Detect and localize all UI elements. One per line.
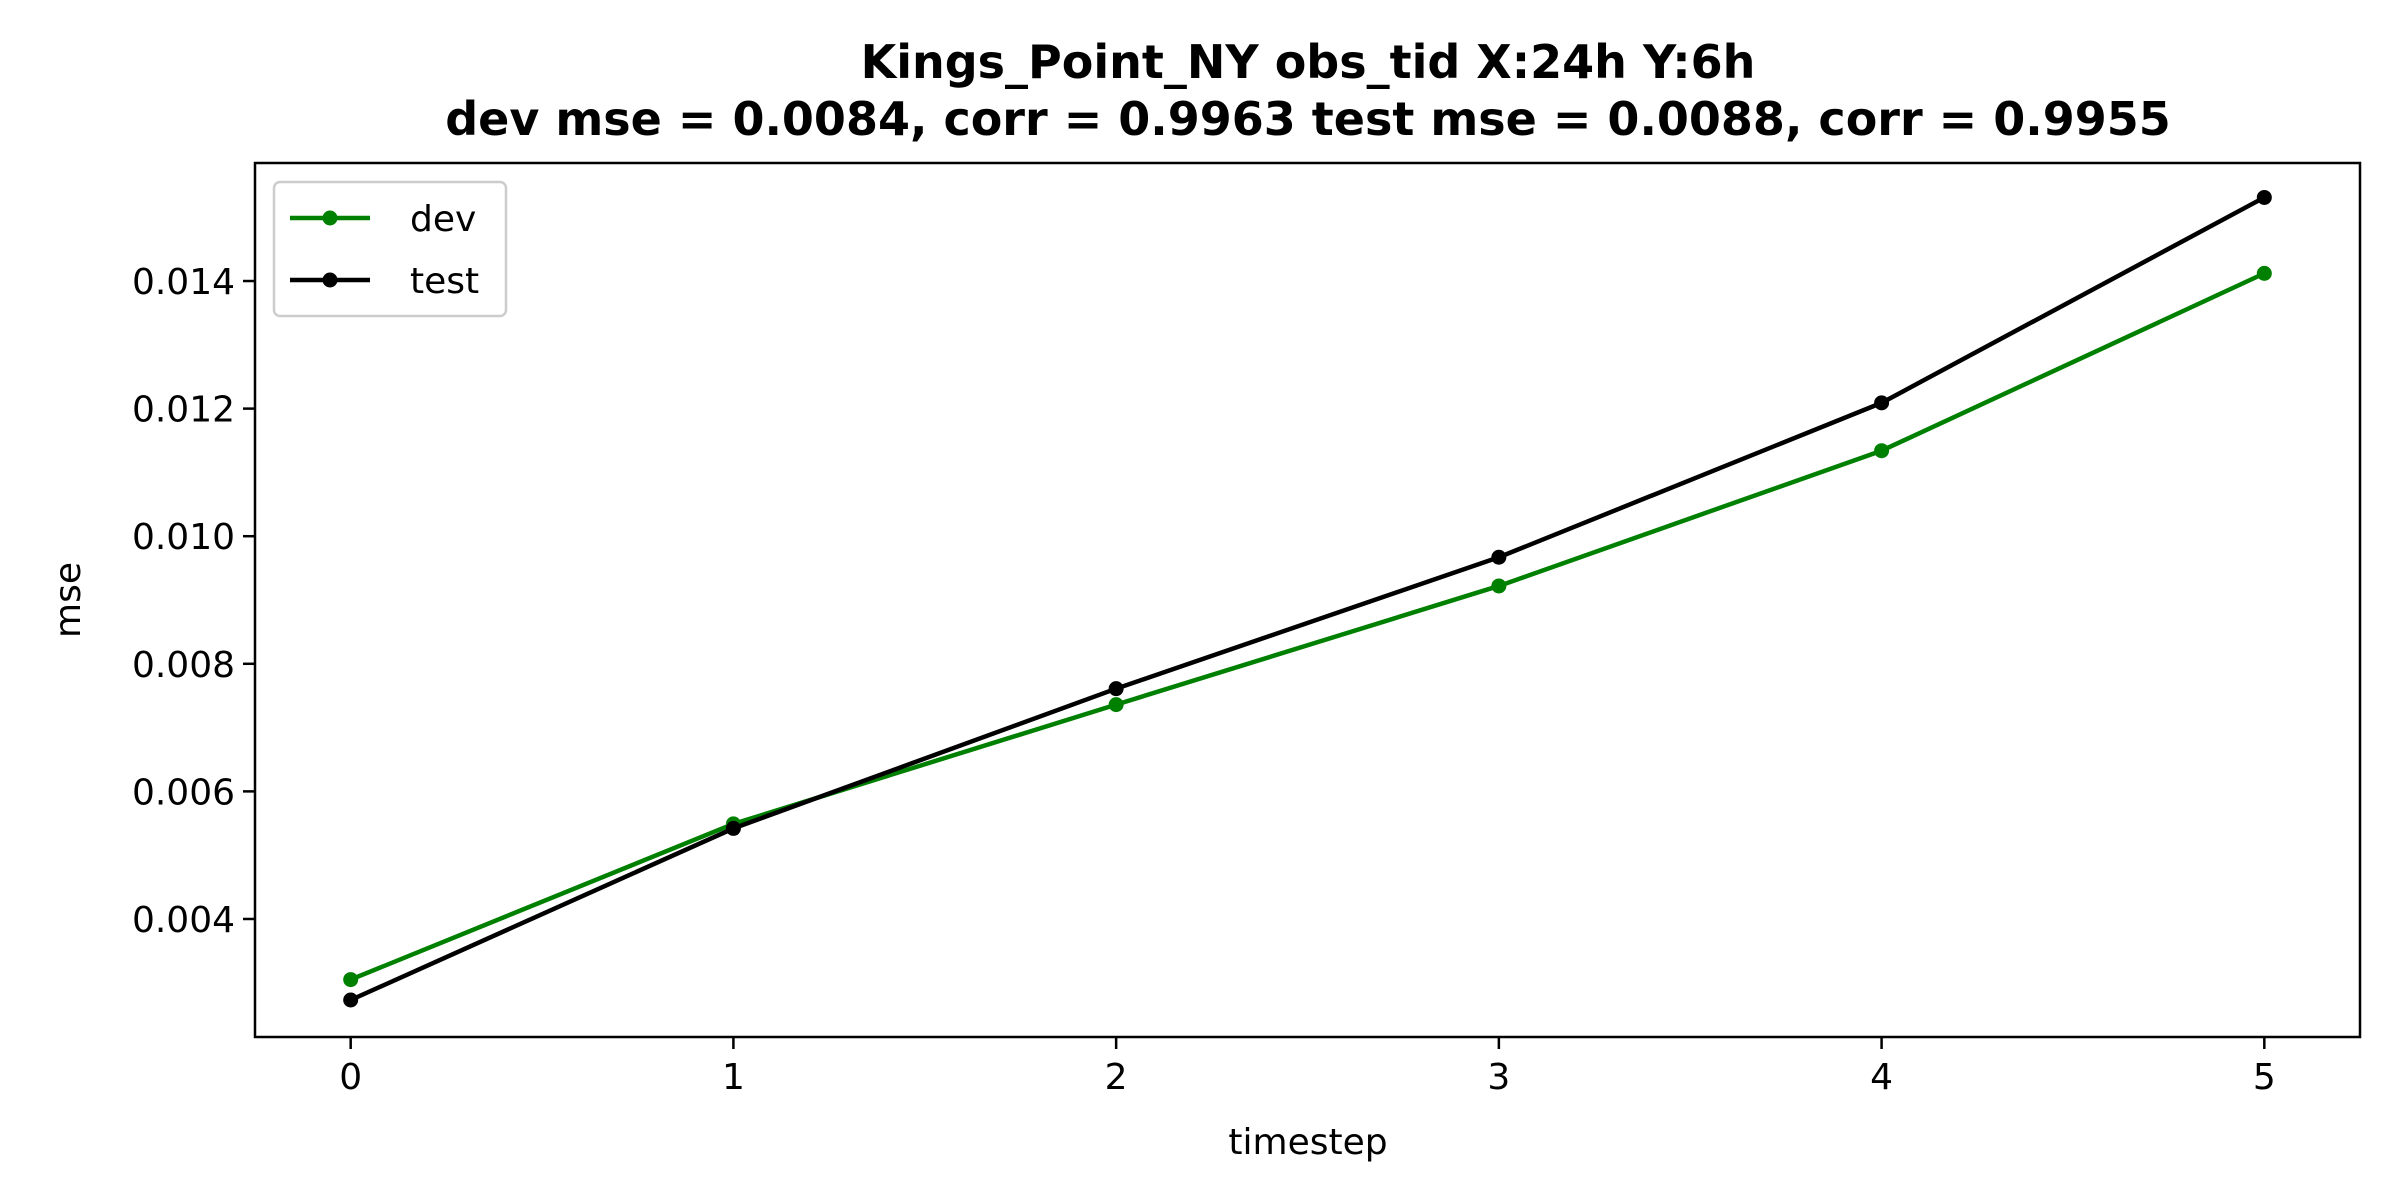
y-tick-label: 0.014 (132, 262, 235, 303)
data-point-test (1491, 549, 1507, 565)
series-line-test (349, 195, 2266, 1003)
x-tick-label: 1 (722, 1057, 745, 1098)
y-axis-ticks: 0.004 0.006 0.008 0.010 0.012 0.014 (132, 262, 255, 941)
y-tick-label: 0.010 (132, 517, 235, 558)
y-tick-label: 0.004 (132, 900, 235, 941)
x-tick-label: 5 (2253, 1057, 2276, 1098)
data-point-dev (1874, 443, 1890, 459)
chart-title: Kings_Point_NY obs_tid X:24h Y:6h (861, 35, 1756, 89)
plot-frame (253, 161, 2362, 1039)
y-tick-label: 0.006 (132, 772, 235, 813)
data-point-test (343, 992, 359, 1008)
data-point-test (2256, 189, 2272, 205)
x-tick-label: 3 (1487, 1057, 1510, 1098)
data-point-test (1108, 681, 1124, 697)
chart-subtitle: dev mse = 0.0084, corr = 0.9963 test mse… (445, 92, 2171, 146)
data-point-dev (1491, 578, 1507, 594)
data-point-test (725, 820, 741, 836)
legend-marker-dev (322, 210, 338, 226)
series-line-dev (349, 271, 2266, 982)
legend-marker-test (322, 272, 338, 288)
legend-item-test: test (290, 261, 479, 302)
data-point-test (1874, 395, 1890, 411)
legend-label-test: test (410, 261, 479, 302)
y-tick-label: 0.012 (132, 390, 235, 431)
series-dev (343, 265, 2272, 988)
legend-item-dev: dev (290, 199, 476, 240)
y-axis-label: mse (48, 562, 89, 638)
data-point-dev (2256, 265, 2272, 281)
x-tick-label: 0 (339, 1057, 362, 1098)
x-axis-ticks: 0 1 2 3 4 5 (339, 1037, 2276, 1098)
legend-label-dev: dev (410, 199, 476, 240)
series-test (343, 189, 2272, 1008)
data-point-dev (1108, 697, 1124, 713)
series-group (343, 189, 2272, 1008)
legend: dev test (272, 180, 508, 318)
x-tick-label: 4 (1870, 1057, 1893, 1098)
x-axis-label: timestep (1228, 1122, 1387, 1163)
data-point-dev (343, 972, 359, 988)
x-tick-label: 2 (1105, 1057, 1128, 1098)
y-tick-label: 0.008 (132, 645, 235, 686)
